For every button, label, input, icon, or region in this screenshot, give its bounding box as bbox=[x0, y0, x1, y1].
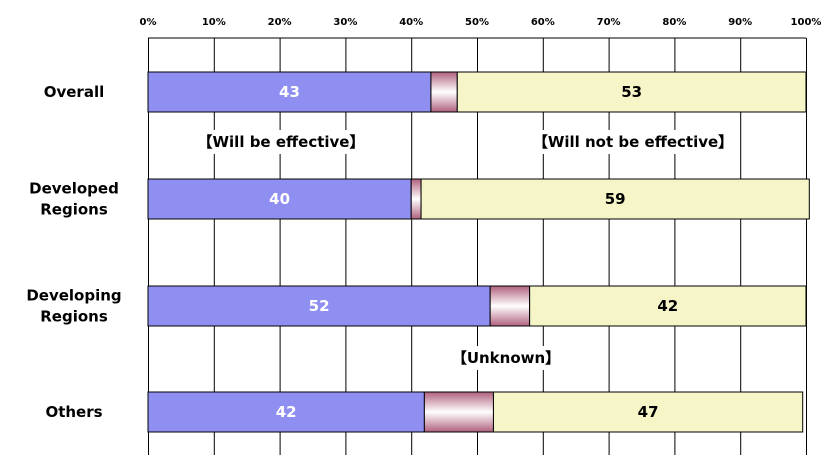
bar-segment-1-3 bbox=[423, 391, 494, 433]
x-tick-label: 40% bbox=[399, 17, 423, 28]
data-label: 53 bbox=[621, 83, 642, 101]
annotation-background bbox=[526, 130, 740, 154]
annotation-background bbox=[191, 130, 371, 154]
annotation-1: 【Will not be effective】 bbox=[526, 130, 740, 154]
x-tick-label: 100% bbox=[791, 17, 822, 28]
bar-segment-0-3 bbox=[147, 391, 425, 433]
x-tick-label: 90% bbox=[728, 17, 752, 28]
category-label: Developed bbox=[29, 180, 119, 198]
category-label: Regions bbox=[40, 201, 108, 219]
data-label: 59 bbox=[605, 190, 626, 208]
annotation-background bbox=[445, 346, 567, 370]
annotation-2: 【Unknown】 bbox=[445, 346, 567, 370]
category-labels: Overall Developed Regions Developing Regions… bbox=[26, 83, 121, 421]
bar-segment-0-2 bbox=[147, 285, 491, 327]
bar-segment-0-1 bbox=[147, 178, 412, 220]
data-label: 42 bbox=[276, 403, 297, 421]
x-tick-label: 0% bbox=[140, 17, 157, 28]
annotation-text: 【Will be effective】 bbox=[198, 133, 365, 151]
annotation-text: 【Will not be effective】 bbox=[533, 133, 733, 151]
x-axis-ticks: 0% 10% 20% 30% 40% 50% 60% 70% 80% 90% 100% bbox=[140, 17, 822, 28]
category-label: Regions bbox=[40, 308, 108, 326]
data-label: 47 bbox=[638, 403, 659, 421]
x-tick-label: 80% bbox=[662, 17, 686, 28]
data-label: 42 bbox=[657, 297, 678, 315]
x-tick-label: 70% bbox=[597, 17, 621, 28]
bar-segment-0-0 bbox=[147, 71, 432, 113]
bar-segment-1-0 bbox=[430, 71, 458, 113]
category-label: Overall bbox=[44, 83, 105, 101]
annotations: 【Will be effective】 【Will not be effectiv… bbox=[191, 130, 740, 370]
bar-segment-1-1 bbox=[410, 178, 422, 220]
bar-segment-2-2 bbox=[529, 285, 807, 327]
bars: 43 53 40 59 52 42 42 47 bbox=[147, 71, 810, 433]
bar-segment-1-2 bbox=[489, 285, 531, 327]
bar-segment-2-1 bbox=[420, 178, 810, 220]
bar-segment-2-0 bbox=[456, 71, 807, 113]
bar-segment-2-3 bbox=[492, 391, 804, 433]
x-tick-label: 20% bbox=[268, 17, 292, 28]
x-tick-label: 30% bbox=[333, 17, 357, 28]
annotation-text: 【Unknown】 bbox=[452, 349, 560, 367]
x-tick-label: 60% bbox=[531, 17, 555, 28]
category-label: Developing bbox=[26, 287, 121, 305]
x-tick-label: 10% bbox=[202, 17, 226, 28]
data-label: 52 bbox=[309, 297, 330, 315]
category-label: Others bbox=[45, 403, 102, 421]
data-label: 43 bbox=[279, 83, 300, 101]
data-label: 40 bbox=[269, 190, 290, 208]
x-tick-label: 50% bbox=[465, 17, 489, 28]
annotation-0: 【Will be effective】 bbox=[191, 130, 371, 154]
